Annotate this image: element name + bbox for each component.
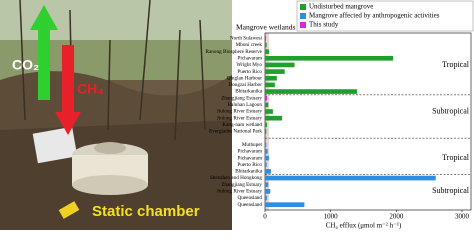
chamber-label: Static chamber [92, 203, 200, 220]
region-label: Tropical [442, 60, 470, 69]
ch4-label: CH₄ [77, 81, 104, 97]
y-tick-label: Pichavaram [238, 155, 263, 161]
region-label: Subtropical [432, 186, 470, 195]
region-label: Tropical [442, 153, 470, 162]
bar [265, 182, 269, 188]
legend-swatch [300, 4, 306, 10]
bar [265, 89, 357, 94]
bar [265, 82, 275, 88]
bar [265, 202, 305, 208]
x-tick-label: 2000 [389, 213, 404, 221]
y-tick-label: Mboni creek [236, 42, 263, 48]
y-tick-label: Zhangjiang Estuary [221, 95, 262, 101]
y-tick-label: Kang-nam wetland [222, 122, 262, 128]
bar [265, 129, 267, 134]
chart-header: Mangrove wetlands [236, 23, 295, 32]
legend-swatch [300, 22, 306, 28]
low-band [265, 33, 269, 210]
legend-label: This study [309, 21, 339, 29]
region-label: Subtropical [432, 106, 470, 115]
bar [265, 109, 273, 114]
bar [265, 162, 267, 168]
y-tick-label: Bhitarkanika [235, 169, 262, 175]
y-tick-label: Shenzhen and Hongkong [210, 175, 263, 181]
y-tick-label: Dongzai Harbor [228, 82, 262, 88]
y-tick-label: Baluhan Lagoon [228, 102, 263, 108]
bar [265, 75, 277, 81]
x-tick-label: 1000 [324, 213, 339, 221]
bar [265, 55, 394, 61]
bar [265, 142, 267, 148]
x-tick-label: 0 [263, 213, 267, 221]
x-axis-label: CH₄ efflux (μmol m⁻² h⁻¹) [326, 222, 402, 230]
y-tick-label: Qinglan Harbour [227, 75, 263, 81]
bar [265, 175, 436, 181]
y-tick-label: Puerto Rico [237, 162, 262, 168]
y-tick-label: Pichavaram [238, 55, 263, 61]
bar [265, 69, 285, 74]
bar [265, 49, 269, 54]
bar [265, 122, 267, 128]
bar [265, 169, 271, 174]
bar [265, 102, 269, 108]
y-tick-label: Jiulong River Estuary [217, 115, 263, 121]
bar [265, 42, 267, 48]
y-tick-label: Everglades National Park [209, 129, 262, 135]
legend-box [296, 0, 474, 32]
legend-label: Mangrove affected by anthropogenic activ… [309, 12, 440, 20]
y-tick-label: Wright Myo [236, 62, 262, 68]
y-tick-label: Ranong Biosphere Reserve [206, 49, 263, 55]
bar [265, 149, 268, 154]
y-tick-label: Queensland [238, 202, 263, 208]
y-tick-label: Queensland [238, 195, 263, 201]
x-tick-label: 3000 [455, 213, 470, 221]
bar [265, 115, 283, 121]
y-tick-label: Puerto Rico [237, 69, 262, 75]
plot-frame [264, 32, 472, 211]
y-tick-label: Jiulong River Estuary [217, 189, 263, 195]
bar [265, 35, 266, 41]
y-tick-label: Muthupet [242, 142, 263, 148]
bar [265, 62, 295, 68]
photo: CO₂ CH₄ Static chamber [0, 0, 232, 230]
y-tick-label: Zhangjiang Estuary [221, 182, 262, 188]
bar [265, 155, 269, 161]
y-tick-label: North Sulawesi [230, 36, 263, 42]
bar [265, 189, 271, 194]
figure: CO₂ CH₄ Static chamber Mangrove wetlands… [0, 0, 474, 230]
bar [265, 95, 267, 101]
legend-swatch [300, 13, 306, 19]
legend-label: Undisturbed mangrove [309, 3, 373, 11]
y-tick-label: Jiulong River Estuary [217, 109, 263, 115]
bar [265, 195, 267, 201]
y-tick-label: Pichavaram [238, 149, 263, 155]
y-tick-label: Bhitarkanika [235, 89, 262, 95]
co2-label: CO₂ [12, 57, 39, 73]
